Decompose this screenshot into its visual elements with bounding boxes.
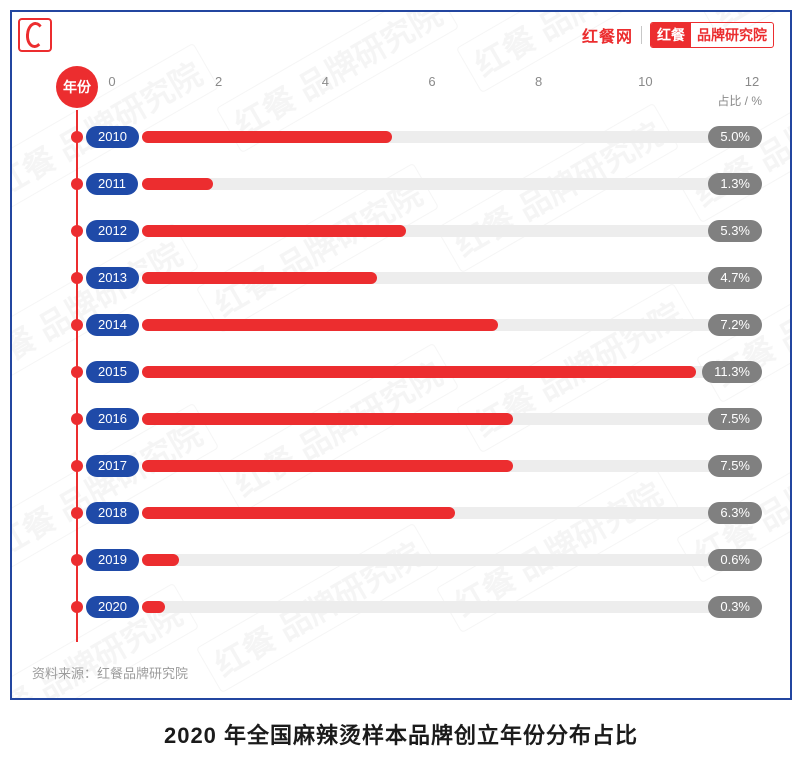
y-axis-label: 年份 — [56, 66, 98, 108]
bar-value — [142, 178, 213, 190]
timeline-dot-icon — [71, 601, 83, 613]
timeline-dot-icon — [71, 225, 83, 237]
year-pill: 2013 — [86, 267, 139, 289]
table-row: 2020 0.3% — [52, 592, 772, 639]
timeline-dot-icon — [71, 272, 83, 284]
bar-value — [142, 507, 455, 519]
x-tick: 4 — [322, 74, 329, 89]
brand-right-b: 品牌研究院 — [691, 23, 773, 47]
year-pill: 2020 — [86, 596, 139, 618]
pct-pill: 5.0% — [708, 126, 762, 148]
table-row: 2010 5.0% — [52, 122, 772, 169]
pct-pill: 0.6% — [708, 549, 762, 571]
pct-pill: 11.3% — [702, 361, 762, 383]
x-tick: 2 — [215, 74, 222, 89]
x-axis-unit: 占比 / % — [717, 92, 762, 109]
source-text: 资料来源：红餐品牌研究院 — [32, 663, 188, 682]
brand-divider — [641, 26, 642, 44]
bar-value — [142, 319, 498, 331]
bar-value — [142, 366, 696, 378]
bar-value — [142, 554, 179, 566]
table-row: 2016 7.5% — [52, 404, 772, 451]
timeline-dot-icon — [71, 366, 83, 378]
timeline-dot-icon — [71, 131, 83, 143]
pct-pill: 5.3% — [708, 220, 762, 242]
plot-area: 年份 0 2 4 6 8 10 12 占比 / % 2010 5.0% 2011 1.3% 2012… — [52, 62, 772, 642]
bar-track — [147, 601, 762, 613]
x-axis-ticks: 024681012 — [112, 74, 752, 94]
pct-pill: 1.3% — [708, 173, 762, 195]
table-row: 2012 5.3% — [52, 216, 772, 263]
bar-value — [142, 272, 377, 284]
pct-pill: 7.5% — [708, 455, 762, 477]
brand-area: 红餐网 红餐 品牌研究院 — [582, 22, 774, 48]
year-pill: 2014 — [86, 314, 139, 336]
x-tick: 8 — [535, 74, 542, 89]
bar-value — [142, 131, 392, 143]
table-row: 2017 7.5% — [52, 451, 772, 498]
year-pill: 2010 — [86, 126, 139, 148]
bar-value — [142, 225, 406, 237]
bar-value — [142, 413, 513, 425]
pct-pill: 7.2% — [708, 314, 762, 336]
bar-track — [147, 178, 762, 190]
year-pill: 2011 — [86, 173, 138, 195]
logo-icon — [18, 18, 52, 52]
table-row: 2013 4.7% — [52, 263, 772, 310]
x-tick: 10 — [638, 74, 652, 89]
brand-right-a: 红餐 — [651, 23, 691, 47]
brand-left-text: 红餐网 — [582, 23, 633, 47]
bar-rows: 2010 5.0% 2011 1.3% 2012 5.3% 2013 4.7% 2014 7.2%… — [52, 122, 772, 639]
bar-value — [142, 601, 165, 613]
x-tick: 12 — [745, 74, 759, 89]
timeline-dot-icon — [71, 554, 83, 566]
x-tick: 0 — [108, 74, 115, 89]
year-pill: 2017 — [86, 455, 139, 477]
timeline-dot-icon — [71, 413, 83, 425]
timeline-dot-icon — [71, 507, 83, 519]
pct-pill: 7.5% — [708, 408, 762, 430]
pct-pill: 6.3% — [708, 502, 762, 524]
year-pill: 2015 — [86, 361, 139, 383]
pct-pill: 0.3% — [708, 596, 762, 618]
bar-track — [147, 554, 762, 566]
table-row: 2019 0.6% — [52, 545, 772, 592]
bar-value — [142, 460, 513, 472]
pct-pill: 4.7% — [708, 267, 762, 289]
timeline-dot-icon — [71, 319, 83, 331]
table-row: 2015 11.3% — [52, 357, 772, 404]
table-row: 2014 7.2% — [52, 310, 772, 357]
chart-caption: 2020 年全国麻辣烫样本品牌创立年份分布占比 — [10, 718, 792, 750]
table-row: 2018 6.3% — [52, 498, 772, 545]
chart-frame: 红餐网 红餐 品牌研究院 红餐 品牌研究院红餐 品牌研究院红餐 品牌研究院红餐 … — [10, 10, 792, 700]
year-pill: 2012 — [86, 220, 139, 242]
brand-right-badge: 红餐 品牌研究院 — [650, 22, 774, 48]
timeline-dot-icon — [71, 460, 83, 472]
timeline-dot-icon — [71, 178, 83, 190]
year-pill: 2018 — [86, 502, 139, 524]
table-row: 2011 1.3% — [52, 169, 772, 216]
page-wrap: 红餐网 红餐 品牌研究院 红餐 品牌研究院红餐 品牌研究院红餐 品牌研究院红餐 … — [0, 0, 802, 760]
year-pill: 2019 — [86, 549, 139, 571]
x-tick: 6 — [428, 74, 435, 89]
year-pill: 2016 — [86, 408, 139, 430]
logo-inner-shape — [25, 21, 45, 48]
